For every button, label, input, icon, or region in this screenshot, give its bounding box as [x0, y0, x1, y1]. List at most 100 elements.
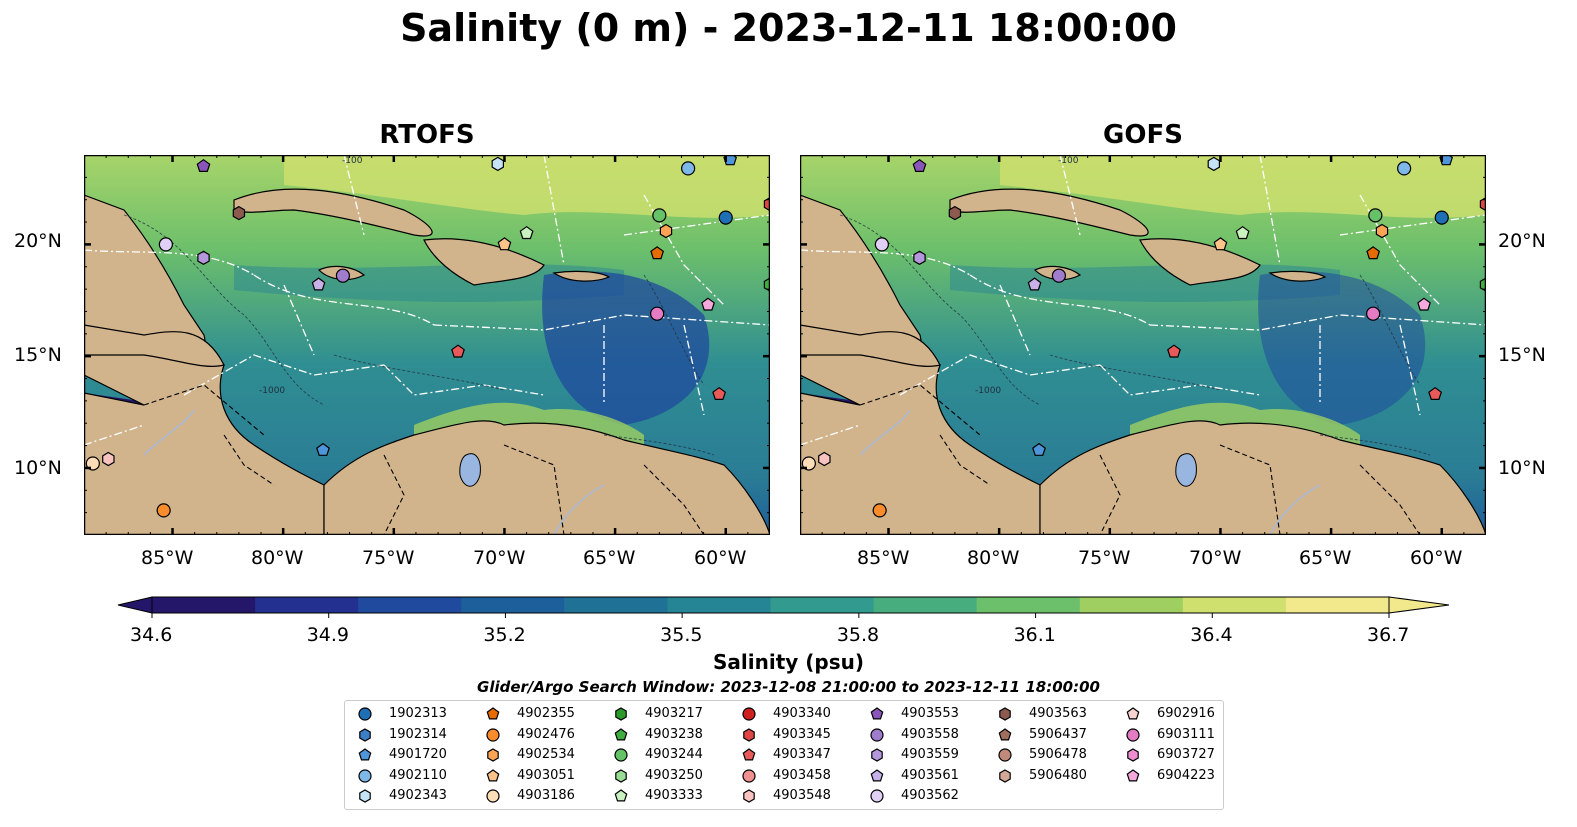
legend-marker: [870, 768, 884, 781]
colorbar-swatch: [976, 597, 1081, 613]
legend-marker: [358, 768, 372, 783]
colorbar-swatch: [667, 597, 771, 613]
float-marker: [1397, 161, 1412, 176]
lat-tick-label: 15°N: [14, 344, 62, 366]
circle-marker-icon: [614, 748, 628, 762]
legend: 1902313 1902314 4901720 4902110 4902343 49023…: [344, 700, 1224, 810]
legend-label: 4903345: [773, 726, 831, 742]
lon-tick-label: 75°W: [1078, 547, 1131, 569]
contour-label: -1000: [259, 386, 285, 396]
circle-marker-icon: [742, 768, 756, 783]
legend-marker: [358, 707, 372, 721]
legend-marker: [614, 727, 628, 740]
colorbar-label: Salinity (psu): [712, 650, 864, 674]
legend-label: 1902314: [389, 726, 447, 742]
colorbar-swatch: [358, 597, 462, 613]
legend-label: 5906478: [1029, 747, 1087, 762]
legend-marker: [614, 748, 628, 762]
lat-tick-label: 20°N: [14, 230, 62, 252]
float-marker: [451, 344, 465, 358]
contour-label: -100: [1058, 156, 1079, 166]
contour-label: -100: [342, 156, 363, 166]
legend-label: 4903563: [1029, 706, 1087, 721]
legend-label: 4903558: [901, 726, 959, 742]
legend-marker: [487, 748, 499, 762]
pentagon-marker-icon: [742, 748, 756, 761]
legend-label: 6904223: [1157, 767, 1215, 783]
float-marker: [1032, 442, 1046, 456]
legend-marker: [998, 748, 1012, 762]
float-marker: [1479, 197, 1486, 212]
legend-label: 4902476: [517, 726, 575, 742]
lat-tick-label: 15°N: [1498, 344, 1546, 366]
map-panel-gofs: -100 -1000: [800, 155, 1486, 535]
legend-marker: [615, 707, 627, 721]
legend-marker: [871, 748, 883, 762]
pentagon-marker-icon: [614, 727, 628, 740]
circle-marker-icon: [870, 727, 884, 742]
float-marker: [818, 451, 831, 467]
landmass: [423, 238, 545, 286]
float-marker: [491, 156, 504, 172]
colorbar-swatch: [461, 597, 565, 613]
colorbar-swatch: [873, 597, 978, 613]
float-marker: [1213, 237, 1228, 251]
circle-marker-icon: [486, 727, 500, 742]
colorbar-tick-label: 34.6: [130, 624, 173, 646]
legend-label: 6903111: [1157, 726, 1215, 742]
pentagon-marker-icon: [1126, 768, 1140, 781]
lon-tick-label: 70°W: [473, 547, 526, 569]
lon-tick-label: 70°W: [1189, 547, 1242, 569]
legend-marker: [486, 789, 500, 803]
colorbar-tick-label: 35.8: [836, 624, 880, 646]
legend-marker: [870, 707, 884, 720]
float-marker: [232, 205, 246, 221]
float-marker: [158, 237, 173, 252]
legend-label: 4903250: [645, 767, 703, 783]
panel-title-rtofs: RTOFS: [379, 120, 475, 150]
legend-marker: [486, 727, 500, 742]
landmass: [552, 270, 611, 282]
hexagon-marker-icon: [1127, 748, 1139, 762]
legend-label: 4903186: [517, 788, 575, 803]
pentagon-marker-icon: [870, 768, 884, 781]
float-marker: [311, 277, 326, 291]
legend-marker: [359, 727, 371, 742]
legend-marker: [614, 789, 628, 802]
hexagon-marker-icon: [615, 768, 627, 783]
legend-label: 4903340: [773, 706, 831, 721]
lon-tick-label: 85°W: [141, 547, 194, 569]
float-marker: [519, 225, 534, 240]
lon-tick-label: 85°W: [857, 547, 910, 569]
hexagon-marker-icon: [359, 789, 371, 803]
legend-marker: [870, 727, 884, 742]
legend-marker: [486, 768, 500, 781]
colorbar-swatch: [1079, 597, 1184, 613]
float-marker: [1434, 210, 1449, 225]
legend-marker: [1126, 707, 1140, 720]
float-marker: [718, 210, 733, 225]
legend-marker: [742, 707, 756, 721]
hexagon-marker-icon: [871, 748, 883, 762]
lon-tick-label: 80°W: [251, 547, 304, 569]
pentagon-marker-icon: [486, 707, 500, 720]
legend-label: 1902313: [389, 706, 447, 721]
legend-label: 4903051: [517, 767, 575, 783]
colorbar-extend-min: [117, 596, 153, 614]
float-marker: [650, 246, 665, 260]
float-marker: [197, 250, 210, 265]
legend-marker: [998, 727, 1012, 740]
legend-label: 4902355: [517, 706, 575, 721]
circle-marker-icon: [358, 707, 372, 721]
float-marker: [497, 237, 512, 251]
landmass: [800, 324, 941, 367]
lon-tick-label: 60°W: [1410, 547, 1463, 569]
float-marker: [1366, 306, 1381, 321]
float-marker: [1428, 386, 1443, 400]
legend-label: 5906437: [1029, 726, 1087, 742]
landmass: [84, 324, 225, 367]
colorbar-swatch: [1285, 597, 1390, 613]
float-marker: [874, 237, 889, 252]
float-marker: [681, 161, 696, 176]
legend-marker: [742, 768, 756, 783]
